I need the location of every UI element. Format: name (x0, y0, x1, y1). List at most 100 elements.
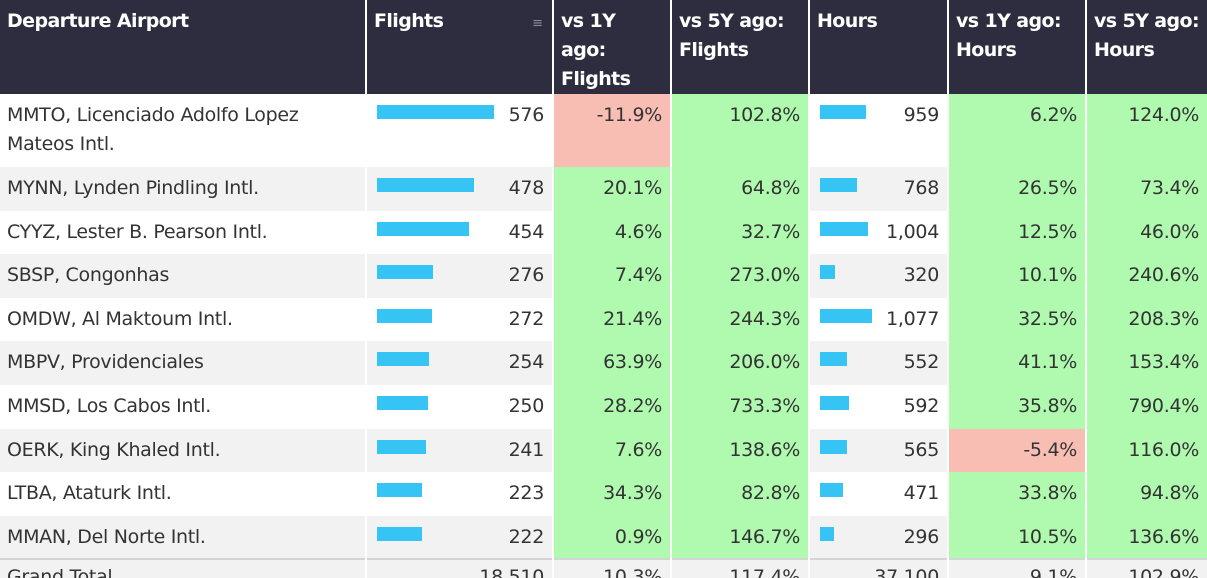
airport-name: SBSP, Congonhas (0, 254, 367, 298)
header-flights[interactable]: Flights ≡ (366, 0, 554, 94)
flights-cell: 223 (366, 472, 554, 516)
vs-5y-hours: 124.0% (1086, 94, 1207, 167)
table-row[interactable]: MMSD, Los Cabos Intl. 250 28.2% 733.3% 592 35… (0, 384, 1207, 429)
vs-5y-flights: 82.8% (671, 472, 810, 516)
header-vs-5y-hours[interactable]: vs 5Y ago: Hours (1086, 0, 1207, 94)
grand-total-label: Grand Total (0, 558, 367, 578)
vs-1y-flights: 4.6% (553, 210, 672, 255)
vs-1y-hours: 26.5% (948, 167, 1087, 211)
airport-name: MMAN, Del Norte Intl. (0, 515, 367, 560)
vs-1y-flights: 20.1% (553, 167, 672, 211)
airport-name: MMTO, Licenciado Adolfo Lopez Mateos Int… (0, 94, 367, 167)
vs-5y-hours: 136.6% (1086, 515, 1207, 560)
vs-1y-hours: 35.8% (948, 384, 1087, 429)
header-departure-airport[interactable]: Departure Airport (0, 0, 367, 94)
flights-bar (377, 352, 429, 367)
table-row[interactable]: CYYZ, Lester B. Pearson Intl. 454 4.6% 32.7… (0, 210, 1207, 255)
hours-cell: 565 (809, 428, 949, 473)
flights-bar (377, 526, 422, 541)
vs-5y-hours: 73.4% (1086, 167, 1207, 211)
table-row[interactable]: MMAN, Del Norte Intl. 222 0.9% 146.7% 296 10.… (0, 515, 1207, 560)
airport-name: OERK, King Khaled Intl. (0, 428, 367, 473)
flights-bar (377, 308, 432, 323)
flights-value: 222 (508, 525, 545, 548)
hours-cell: 1,077 (809, 297, 949, 342)
hours-value: 1,004 (886, 220, 939, 243)
airport-name: MYNN, Lynden Pindling Intl. (0, 167, 367, 211)
table-row[interactable]: OMDW, Al Maktoum Intl. 272 21.4% 244.3% 1,07… (0, 297, 1207, 342)
header-hours[interactable]: Hours (809, 0, 949, 94)
flights-bar (377, 105, 494, 119)
hours-bar (820, 483, 843, 498)
flights-value: 250 (508, 394, 545, 417)
vs-1y-flights: 34.3% (553, 472, 672, 516)
flights-bar (377, 483, 422, 498)
hours-value: 296 (903, 525, 940, 548)
flights-cell: 478 (366, 167, 554, 211)
table-row[interactable]: SBSP, Congonhas 276 7.4% 273.0% 320 10.1% 240.… (0, 254, 1207, 298)
hours-cell: 296 (809, 515, 949, 560)
flights-cell: 254 (366, 341, 554, 385)
sort-descending-icon[interactable]: ≡ (532, 16, 543, 31)
flights-value: 576 (508, 104, 545, 126)
vs-1y-hours: 32.5% (948, 297, 1087, 342)
hours-value: 1,077 (886, 307, 939, 330)
flights-cell: 222 (366, 515, 554, 560)
header-flights-label: Flights (374, 10, 444, 32)
vs-1y-flights: 63.9% (553, 341, 672, 385)
vs-5y-hours: 208.3% (1086, 297, 1207, 342)
vs-5y-flights: 146.7% (671, 515, 810, 560)
vs-1y-flights: 21.4% (553, 297, 672, 342)
flights-bar (377, 221, 469, 236)
header-row: Departure Airport Flights ≡ vs 1Y ago: F… (0, 0, 1207, 94)
flights-value: 254 (508, 351, 545, 374)
vs-5y-flights: 244.3% (671, 297, 810, 342)
flights-bar (377, 265, 433, 280)
grand-total-hours: 37,100 (809, 558, 949, 578)
hours-bar (820, 395, 849, 410)
table-row[interactable]: MBPV, Providenciales 254 63.9% 206.0% 552 41.… (0, 341, 1207, 385)
vs-5y-flights: 138.6% (671, 428, 810, 473)
flights-bar (377, 178, 474, 192)
vs-1y-hours: 12.5% (948, 210, 1087, 255)
table-row[interactable]: MYNN, Lynden Pindling Intl. 478 20.1% 64.8%… (0, 167, 1207, 211)
flights-value: 478 (508, 177, 545, 199)
hours-bar (820, 439, 847, 454)
flights-cell: 454 (366, 210, 554, 255)
hours-cell: 552 (809, 341, 949, 385)
table-row[interactable]: MMTO, Licenciado Adolfo Lopez Mateos Int… (0, 94, 1207, 167)
hours-value: 565 (903, 438, 940, 461)
header-vs-1y-hours[interactable]: vs 1Y ago: Hours (948, 0, 1087, 94)
grand-total-flights-5y: 117.4% (671, 558, 810, 578)
hours-bar (820, 526, 834, 541)
table-row[interactable]: LTBA, Ataturk Intl. 223 34.3% 82.8% 471 33.8%… (0, 472, 1207, 516)
vs-1y-hours: 6.2% (948, 94, 1087, 167)
vs-5y-flights: 273.0% (671, 254, 810, 298)
header-vs-5y-flights[interactable]: vs 5Y ago: Flights (671, 0, 810, 94)
airport-name: OMDW, Al Maktoum Intl. (0, 297, 367, 342)
vs-5y-hours: 790.4% (1086, 384, 1207, 429)
vs-5y-flights: 64.8% (671, 167, 810, 211)
hours-bar (820, 265, 835, 280)
vs-1y-hours: 10.5% (948, 515, 1087, 560)
flights-value: 454 (508, 220, 545, 243)
airport-name: MMSD, Los Cabos Intl. (0, 384, 367, 429)
hours-value: 959 (903, 104, 940, 126)
airport-name: CYYZ, Lester B. Pearson Intl. (0, 210, 367, 255)
hours-cell: 592 (809, 384, 949, 429)
vs-1y-flights: -11.9% (553, 94, 672, 167)
vs-5y-flights: 32.7% (671, 210, 810, 255)
header-vs-1y-flights[interactable]: vs 1Y ago: Flights (553, 0, 672, 94)
hours-bar (820, 308, 872, 323)
flights-cell: 276 (366, 254, 554, 298)
hours-cell: 1,004 (809, 210, 949, 255)
hours-bar (820, 178, 857, 192)
vs-1y-hours: 41.1% (948, 341, 1087, 385)
hours-value: 592 (903, 394, 940, 417)
hours-cell: 959 (809, 94, 949, 167)
table-row[interactable]: OERK, King Khaled Intl. 241 7.6% 138.6% 565-… (0, 428, 1207, 473)
hours-cell: 768 (809, 167, 949, 211)
vs-5y-hours: 46.0% (1086, 210, 1207, 255)
hours-value: 552 (903, 351, 940, 374)
